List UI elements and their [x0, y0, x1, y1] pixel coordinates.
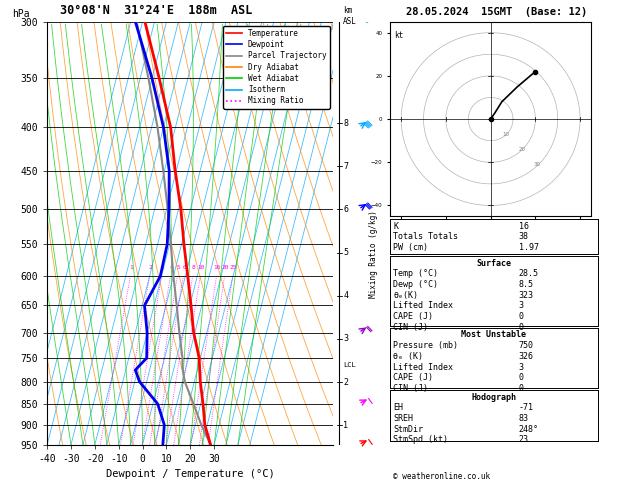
Text: Dewp (°C): Dewp (°C) [393, 280, 438, 289]
Text: 8: 8 [343, 119, 348, 128]
Text: hPa: hPa [13, 9, 30, 19]
Legend: Temperature, Dewpoint, Parcel Trajectory, Dry Adiabat, Wet Adiabat, Isotherm, Mi: Temperature, Dewpoint, Parcel Trajectory… [223, 26, 330, 108]
Text: 28.05.2024  15GMT  (Base: 12): 28.05.2024 15GMT (Base: 12) [406, 7, 587, 17]
Text: 0: 0 [519, 384, 524, 393]
Text: 3: 3 [161, 265, 165, 270]
Text: PW (cm): PW (cm) [393, 243, 428, 252]
Text: 0: 0 [519, 323, 524, 332]
Text: StmSpd (kt): StmSpd (kt) [393, 435, 448, 445]
Text: Temp (°C): Temp (°C) [393, 269, 438, 278]
Text: 3: 3 [519, 363, 524, 372]
Text: kt: kt [394, 31, 404, 39]
Text: 0: 0 [519, 373, 524, 382]
Text: 16: 16 [214, 265, 221, 270]
Text: 5: 5 [177, 265, 181, 270]
Text: 1: 1 [130, 265, 133, 270]
Text: Pressure (mb): Pressure (mb) [393, 341, 458, 350]
Text: 20: 20 [518, 147, 525, 152]
Text: 248°: 248° [519, 425, 538, 434]
Text: 83: 83 [519, 414, 528, 423]
Text: 2: 2 [343, 378, 348, 386]
Text: 4: 4 [170, 265, 174, 270]
Text: 30: 30 [534, 162, 541, 167]
Text: 10: 10 [198, 265, 205, 270]
Text: -71: -71 [519, 403, 533, 413]
X-axis label: Dewpoint / Temperature (°C): Dewpoint / Temperature (°C) [106, 469, 275, 479]
Text: CAPE (J): CAPE (J) [393, 312, 433, 321]
Text: 8: 8 [192, 265, 196, 270]
Text: 5: 5 [343, 248, 348, 257]
Text: θₑ (K): θₑ (K) [393, 352, 423, 361]
Text: © weatheronline.co.uk: © weatheronline.co.uk [393, 472, 490, 481]
Text: 1.97: 1.97 [519, 243, 538, 252]
Text: StmDir: StmDir [393, 425, 423, 434]
Text: 7: 7 [343, 162, 348, 171]
Text: 323: 323 [519, 291, 533, 300]
Text: Lifted Index: Lifted Index [393, 363, 453, 372]
Text: 0: 0 [519, 312, 524, 321]
Text: θₑ(K): θₑ(K) [393, 291, 418, 300]
Text: CIN (J): CIN (J) [393, 323, 428, 332]
Text: LCL: LCL [343, 362, 356, 368]
Text: 16: 16 [519, 222, 528, 231]
Text: 25: 25 [230, 265, 237, 270]
Text: 10: 10 [503, 132, 509, 137]
Text: 4: 4 [343, 291, 348, 300]
Text: Most Unstable: Most Unstable [461, 330, 526, 340]
Text: SREH: SREH [393, 414, 413, 423]
Text: 30°08'N  31°24'E  188m  ASL: 30°08'N 31°24'E 188m ASL [60, 4, 252, 17]
Text: 3: 3 [519, 301, 524, 311]
Text: Totals Totals: Totals Totals [393, 232, 458, 242]
Text: CIN (J): CIN (J) [393, 384, 428, 393]
Text: EH: EH [393, 403, 403, 413]
Text: 1: 1 [343, 421, 348, 430]
Text: Mixing Ratio (g/kg): Mixing Ratio (g/kg) [369, 210, 379, 298]
Text: km
ASL: km ASL [343, 6, 357, 26]
Text: Lifted Index: Lifted Index [393, 301, 453, 311]
Text: K: K [393, 222, 398, 231]
Text: 23: 23 [519, 435, 528, 445]
Text: 2: 2 [149, 265, 153, 270]
Text: CAPE (J): CAPE (J) [393, 373, 433, 382]
Text: 326: 326 [519, 352, 533, 361]
Text: 750: 750 [519, 341, 533, 350]
Text: 6: 6 [343, 205, 348, 214]
Text: 20: 20 [222, 265, 229, 270]
Text: Surface: Surface [476, 259, 511, 268]
Text: Hodograph: Hodograph [471, 393, 516, 402]
Text: 6: 6 [182, 265, 186, 270]
Text: 3: 3 [343, 334, 348, 344]
Text: 8.5: 8.5 [519, 280, 533, 289]
Text: 38: 38 [519, 232, 528, 242]
Text: 28.5: 28.5 [519, 269, 538, 278]
